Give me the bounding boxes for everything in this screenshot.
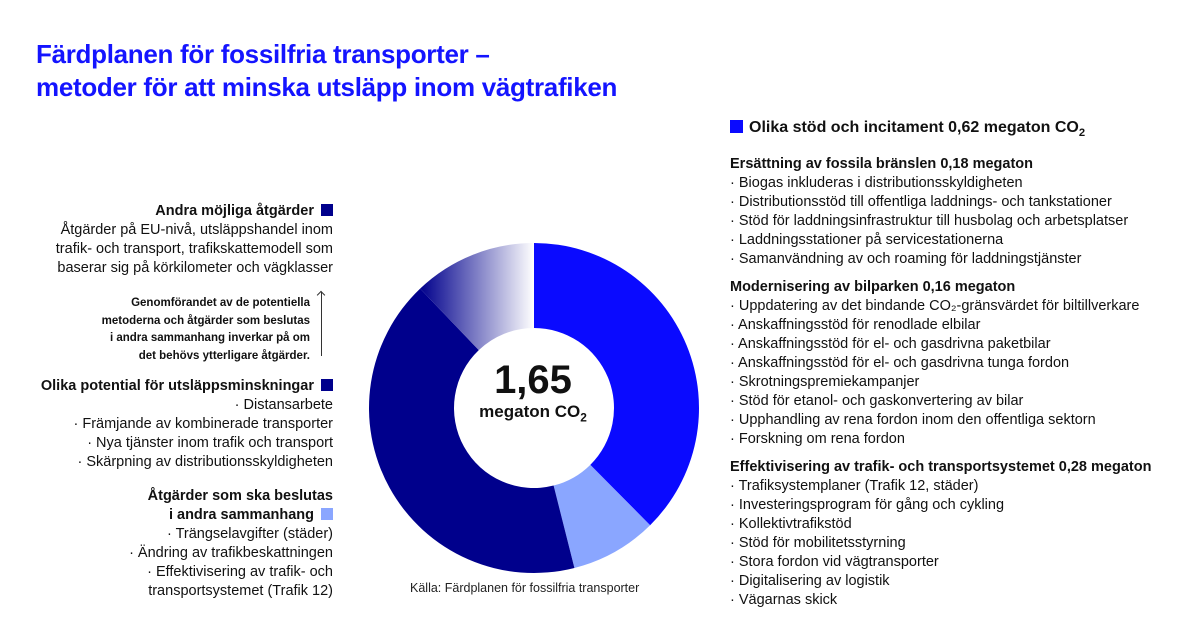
- other-measures-heading: Andra möjliga åtgärder: [155, 203, 314, 219]
- list-item: · Forskning om rena fordon: [730, 431, 905, 448]
- list-item: · Ändring av trafikbeskattningen: [129, 545, 333, 561]
- list-item: · Vägarnas skick: [730, 592, 838, 609]
- list-item: · Distributionsstöd till offentliga ladd…: [730, 194, 1112, 211]
- other-measures-line: baserar sig på körkilometer och vägklass…: [57, 260, 333, 276]
- list-item: · Effektivisering av trafik- och: [147, 564, 333, 580]
- implementation-note: Genomförandet av de potentiella metodern…: [102, 295, 310, 365]
- navy-legend-square-icon: [321, 379, 333, 391]
- list-item: · Biogas inkluderas i distributionsskyld…: [730, 175, 1023, 192]
- list-item: · Trafiksystemplaner (Trafik 12, städer): [730, 478, 979, 495]
- list-item: · Digitalisering av logistik: [730, 573, 890, 590]
- list-item: · Stöd för laddningsinfrastruktur till h…: [730, 213, 1129, 230]
- measure-group-heading: Effektivisering av trafik- och transport…: [730, 459, 1152, 476]
- list-item: · Investeringsprogram för gång och cykli…: [730, 497, 1005, 514]
- list-item: · Främjande av kombinerade transporter: [73, 416, 333, 432]
- other-measures-line: Åtgärder på EU-nivå, utsläppshandel inom: [60, 222, 333, 238]
- list-item: · Nya tjänster inom trafik och transport: [87, 435, 333, 451]
- total-value: 1,65: [494, 358, 572, 402]
- other-measures-block: Andra möjliga åtgärder Åtgärder på EU-ni…: [56, 202, 333, 278]
- note-line: Genomförandet av de potentiella: [131, 297, 310, 309]
- total-unit: megaton CO: [479, 402, 581, 421]
- title-line-1: Färdplanen för fossilfria transporter –: [36, 39, 490, 69]
- donut-slice: [420, 243, 534, 351]
- measure-group: Modernisering av bilparken 0,16 megaton ·…: [730, 278, 1151, 449]
- decided-block: Åtgärder som ska beslutas i andra samman…: [129, 487, 333, 601]
- list-item: · Distansarbete: [234, 397, 333, 413]
- bright-legend-square-icon: [730, 120, 743, 133]
- list-item: · Samanvändning av och roaming för laddn…: [730, 251, 1082, 268]
- support-heading: Olika stöd och incitament 0,62 megaton C…: [749, 119, 1079, 136]
- donut-chart: [369, 243, 699, 573]
- support-incentives-block: Olika stöd och incitament 0,62 megaton C…: [730, 118, 1151, 619]
- other-measures-line: trafik- och transport, trafikskattemodel…: [55, 241, 333, 257]
- page-title: Färdplanen för fossilfria transporter – …: [36, 38, 617, 104]
- list-item: · Skärpning av distributionsskyldigheten: [77, 454, 334, 470]
- note-line: det behövs ytterligare åtgärder.: [138, 349, 310, 362]
- list-item: · Stöd för mobilitetsstyrning: [730, 535, 906, 552]
- donut-slice: [534, 243, 699, 526]
- list-item: · Upphandling av rena fordon inom den of…: [730, 412, 1096, 429]
- decided-heading-1: Åtgärder som ska beslutas: [147, 488, 333, 504]
- list-item: · Laddningsstationer på servicestationer…: [730, 232, 1004, 249]
- donut-slice: [553, 464, 651, 568]
- decided-heading-2: i andra sammanhang: [168, 507, 314, 523]
- note-line: metoderna och åtgärder som beslutas: [101, 314, 310, 327]
- list-item: · Anskaffningsstöd för el- och gasdrivna…: [730, 355, 1070, 372]
- potential-heading: Olika potential för utsläppsminskningar: [40, 378, 314, 394]
- measure-group: Effektivisering av trafik- och transport…: [730, 458, 1151, 610]
- total-unit-sub: 2: [580, 410, 587, 425]
- list-item: · Skrotningspremiekampanjer: [730, 374, 920, 391]
- navy-legend-square-icon: [321, 204, 333, 216]
- source-note: Källa: Färdplanen för fossilfria transpo…: [410, 581, 640, 595]
- measure-group: Ersättning av fossila bränslen 0,18 mega…: [730, 155, 1151, 269]
- title-line-2: metoder för att minska utsläpp inom vägt…: [36, 72, 618, 102]
- list-item: · Trängselavgifter (städer): [166, 526, 333, 542]
- support-heading-sub: 2: [1078, 127, 1086, 140]
- measure-group-heading: Modernisering av bilparken 0,16 megaton: [730, 279, 1016, 296]
- list-item: · Uppdatering av det bindande CO₂-gränsv…: [730, 298, 1140, 315]
- measure-group-heading: Ersättning av fossila bränslen 0,18 mega…: [730, 156, 1033, 173]
- list-item: · Anskaffningsstöd för el- och gasdrivna…: [730, 336, 1051, 353]
- donut-slice: [369, 288, 575, 573]
- list-item: · Anskaffningsstöd för renodlade elbilar: [730, 317, 981, 334]
- potential-block: Olika potential för utsläppsminskningar …: [41, 377, 333, 472]
- list-item: · Stora fordon vid vägtransporter: [730, 554, 939, 571]
- list-item: · Stöd för etanol- och gaskonvertering a…: [730, 393, 1024, 410]
- arrow-up-icon: [321, 292, 322, 356]
- note-line: i andra sammanhang inverkar på om: [109, 332, 310, 344]
- light-legend-square-icon: [321, 508, 333, 520]
- list-item: · Kollektivtrafikstöd: [730, 516, 852, 533]
- list-item: transportsystemet (Trafik 12): [148, 583, 333, 599]
- donut-center-label: 1,65 megaton CO2: [453, 358, 613, 424]
